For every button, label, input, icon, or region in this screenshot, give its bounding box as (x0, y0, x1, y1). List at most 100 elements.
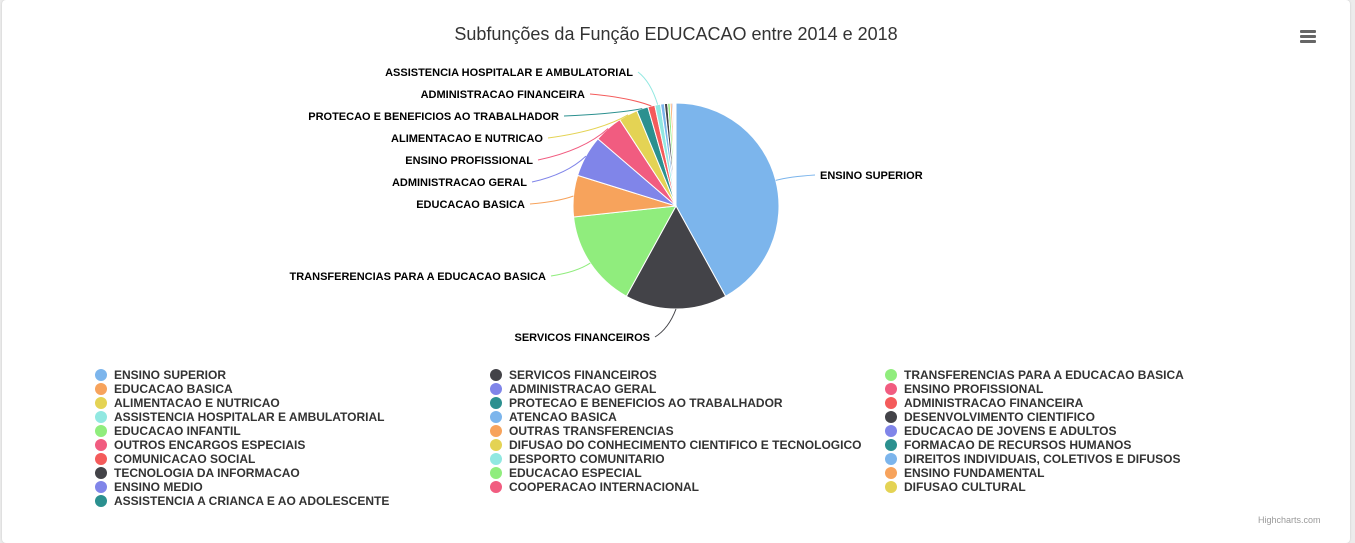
legend-marker (95, 411, 107, 423)
legend-label: ALIMENTACAO E NUTRICAO (114, 396, 280, 410)
data-label-connector (775, 174, 816, 181)
legend-marker (885, 467, 897, 479)
legend-label: COMUNICACAO SOCIAL (114, 452, 256, 466)
legend-label: EDUCACAO DE JOVENS E ADULTOS (904, 424, 1117, 438)
legend-label: EDUCACAO INFANTIL (114, 424, 241, 438)
legend-label: OUTROS ENCARGOS ESPECIAIS (114, 438, 306, 452)
legend-marker (885, 397, 897, 409)
legend-marker (490, 411, 502, 423)
legend-marker (885, 425, 897, 437)
legend-marker (490, 369, 502, 381)
legend-item[interactable]: COOPERACAO INTERNACIONAL (490, 480, 885, 494)
legend-label: ATENCAO BASICA (509, 410, 617, 424)
data-label-connector (589, 93, 652, 107)
data-label-connector (537, 128, 609, 161)
legend-marker (885, 439, 897, 451)
legend-marker (490, 383, 502, 395)
data-label: TRANSFERENCIAS PARA A EDUCACAO BASICA (290, 271, 547, 283)
legend-item[interactable]: TRANSFERENCIAS PARA A EDUCACAO BASICA (885, 368, 1295, 382)
legend-marker (885, 369, 897, 381)
legend-item[interactable]: ENSINO PROFISSIONAL (885, 382, 1295, 396)
data-label-connector (654, 308, 677, 338)
pie-chart: ENSINO SUPERIOR SERVICOS FINANCEIROS TRANS… (290, 67, 923, 344)
credits-link[interactable]: Highcharts.com (1258, 515, 1321, 525)
legend-label: EDUCACAO ESPECIAL (509, 466, 642, 480)
data-label-connector (531, 155, 587, 183)
legend-item[interactable]: DESENVOLVIMENTO CIENTIFICO (885, 410, 1295, 424)
legend-label: DESPORTO COMUNITARIO (509, 452, 665, 466)
legend-label: FORMACAO DE RECURSOS HUMANOS (904, 438, 1132, 452)
legend-item[interactable]: COMUNICACAO SOCIAL (95, 452, 490, 466)
legend-label: TRANSFERENCIAS PARA A EDUCACAO BASICA (904, 368, 1184, 382)
legend-label: DIFUSAO DO CONHECIMENTO CIENTIFICO E TEC… (509, 438, 862, 452)
legend-label: DESENVOLVIMENTO CIENTIFICO (904, 410, 1095, 424)
legend-marker (95, 369, 107, 381)
legend-item[interactable]: OUTRAS TRANSFERENCIAS (490, 424, 885, 438)
legend-item[interactable]: ENSINO SUPERIOR (95, 368, 490, 382)
legend-label: SERVICOS FINANCEIROS (509, 368, 657, 382)
legend-item[interactable]: DIFUSAO CULTURAL (885, 480, 1295, 494)
chart-title: Subfunções da Função EDUCACAO entre 2014… (454, 24, 898, 44)
legend-item[interactable]: EDUCACAO BASICA (95, 382, 490, 396)
legend-marker (885, 411, 897, 423)
data-label: ALIMENTACAO E NUTRICAO (391, 133, 543, 145)
hamburger-menu-icon[interactable] (1298, 30, 1320, 48)
pie-slice-ensino-superior[interactable] (675, 102, 780, 297)
data-label-connector (529, 195, 574, 205)
legend-label: OUTRAS TRANSFERENCIAS (509, 424, 674, 438)
data-label: ENSINO PROFISSIONAL (405, 155, 533, 167)
legend-label: DIFUSAO CULTURAL (904, 480, 1026, 494)
legend-label: EDUCACAO BASICA (114, 382, 233, 396)
legend-item[interactable]: SERVICOS FINANCEIROS (490, 368, 885, 382)
legend-marker (95, 453, 107, 465)
legend-item[interactable]: FORMACAO DE RECURSOS HUMANOS (885, 438, 1295, 452)
legend-item[interactable]: EDUCACAO DE JOVENS E ADULTOS (885, 424, 1295, 438)
legend-label: COOPERACAO INTERNACIONAL (509, 480, 700, 494)
legend-label: TECNOLOGIA DA INFORMACAO (114, 466, 300, 480)
legend-item[interactable]: TECNOLOGIA DA INFORMACAO (95, 466, 490, 480)
data-label-connector (550, 262, 591, 277)
legend-marker (490, 397, 502, 409)
legend-marker (95, 495, 107, 507)
legend-marker (95, 383, 107, 395)
data-label: EDUCACAO BASICA (416, 199, 525, 211)
legend-label: ENSINO MEDIO (114, 480, 203, 494)
legend-marker (95, 467, 107, 479)
legend-item[interactable]: DIFUSAO DO CONHECIMENTO CIENTIFICO E TEC… (490, 438, 885, 452)
legend-label: ENSINO FUNDAMENTAL (904, 466, 1045, 480)
legend-item[interactable]: ENSINO FUNDAMENTAL (885, 466, 1295, 480)
legend-item[interactable]: ASSISTENCIA HOSPITALAR E AMBULATORIAL (95, 410, 490, 424)
legend-item[interactable]: EDUCACAO INFANTIL (95, 424, 490, 438)
legend-item[interactable]: ATENCAO BASICA (490, 410, 885, 424)
legend-marker (95, 397, 107, 409)
data-label: ENSINO SUPERIOR (820, 170, 923, 182)
data-label-connector (563, 108, 643, 117)
legend-label: ENSINO PROFISSIONAL (904, 382, 1044, 396)
legend-item[interactable]: DIREITOS INDIVIDUAIS, COLETIVOS E DIFUSO… (885, 452, 1295, 466)
legend-item[interactable]: ASSISTENCIA A CRIANCA E AO ADOLESCENTE (95, 494, 490, 508)
legend-marker (95, 439, 107, 451)
data-label-connector (637, 71, 659, 105)
legend-marker (885, 453, 897, 465)
legend-item[interactable]: EDUCACAO ESPECIAL (490, 466, 885, 480)
legend-item[interactable]: ALIMENTACAO E NUTRICAO (95, 396, 490, 410)
legend-item[interactable]: OUTROS ENCARGOS ESPECIAIS (95, 438, 490, 452)
legend-marker (490, 425, 502, 437)
legend-marker (95, 425, 107, 437)
legend-item[interactable]: ENSINO MEDIO (95, 480, 490, 494)
pie-slice-servicos-financeiros[interactable] (625, 204, 727, 310)
data-label: ADMINISTRACAO GERAL (392, 177, 527, 189)
legend-marker (885, 481, 897, 493)
legend-marker (885, 383, 897, 395)
data-label: ASSISTENCIA HOSPITALAR E AMBULATORIAL (385, 67, 633, 79)
legend-label: ADMINISTRACAO GERAL (509, 382, 657, 396)
data-label: SERVICOS FINANCEIROS (515, 332, 651, 344)
legend-marker (490, 453, 502, 465)
legend-marker (490, 481, 502, 493)
legend-item[interactable]: ADMINISTRACAO FINANCEIRA (885, 396, 1295, 410)
legend-label: ENSINO SUPERIOR (114, 368, 227, 382)
legend-item[interactable]: ADMINISTRACAO GERAL (490, 382, 885, 396)
legend-item[interactable]: DESPORTO COMUNITARIO (490, 452, 885, 466)
legend-item[interactable]: PROTECAO E BENEFICIOS AO TRABALHADOR (490, 396, 885, 410)
legend-label: ASSISTENCIA A CRIANCA E AO ADOLESCENTE (114, 494, 390, 508)
